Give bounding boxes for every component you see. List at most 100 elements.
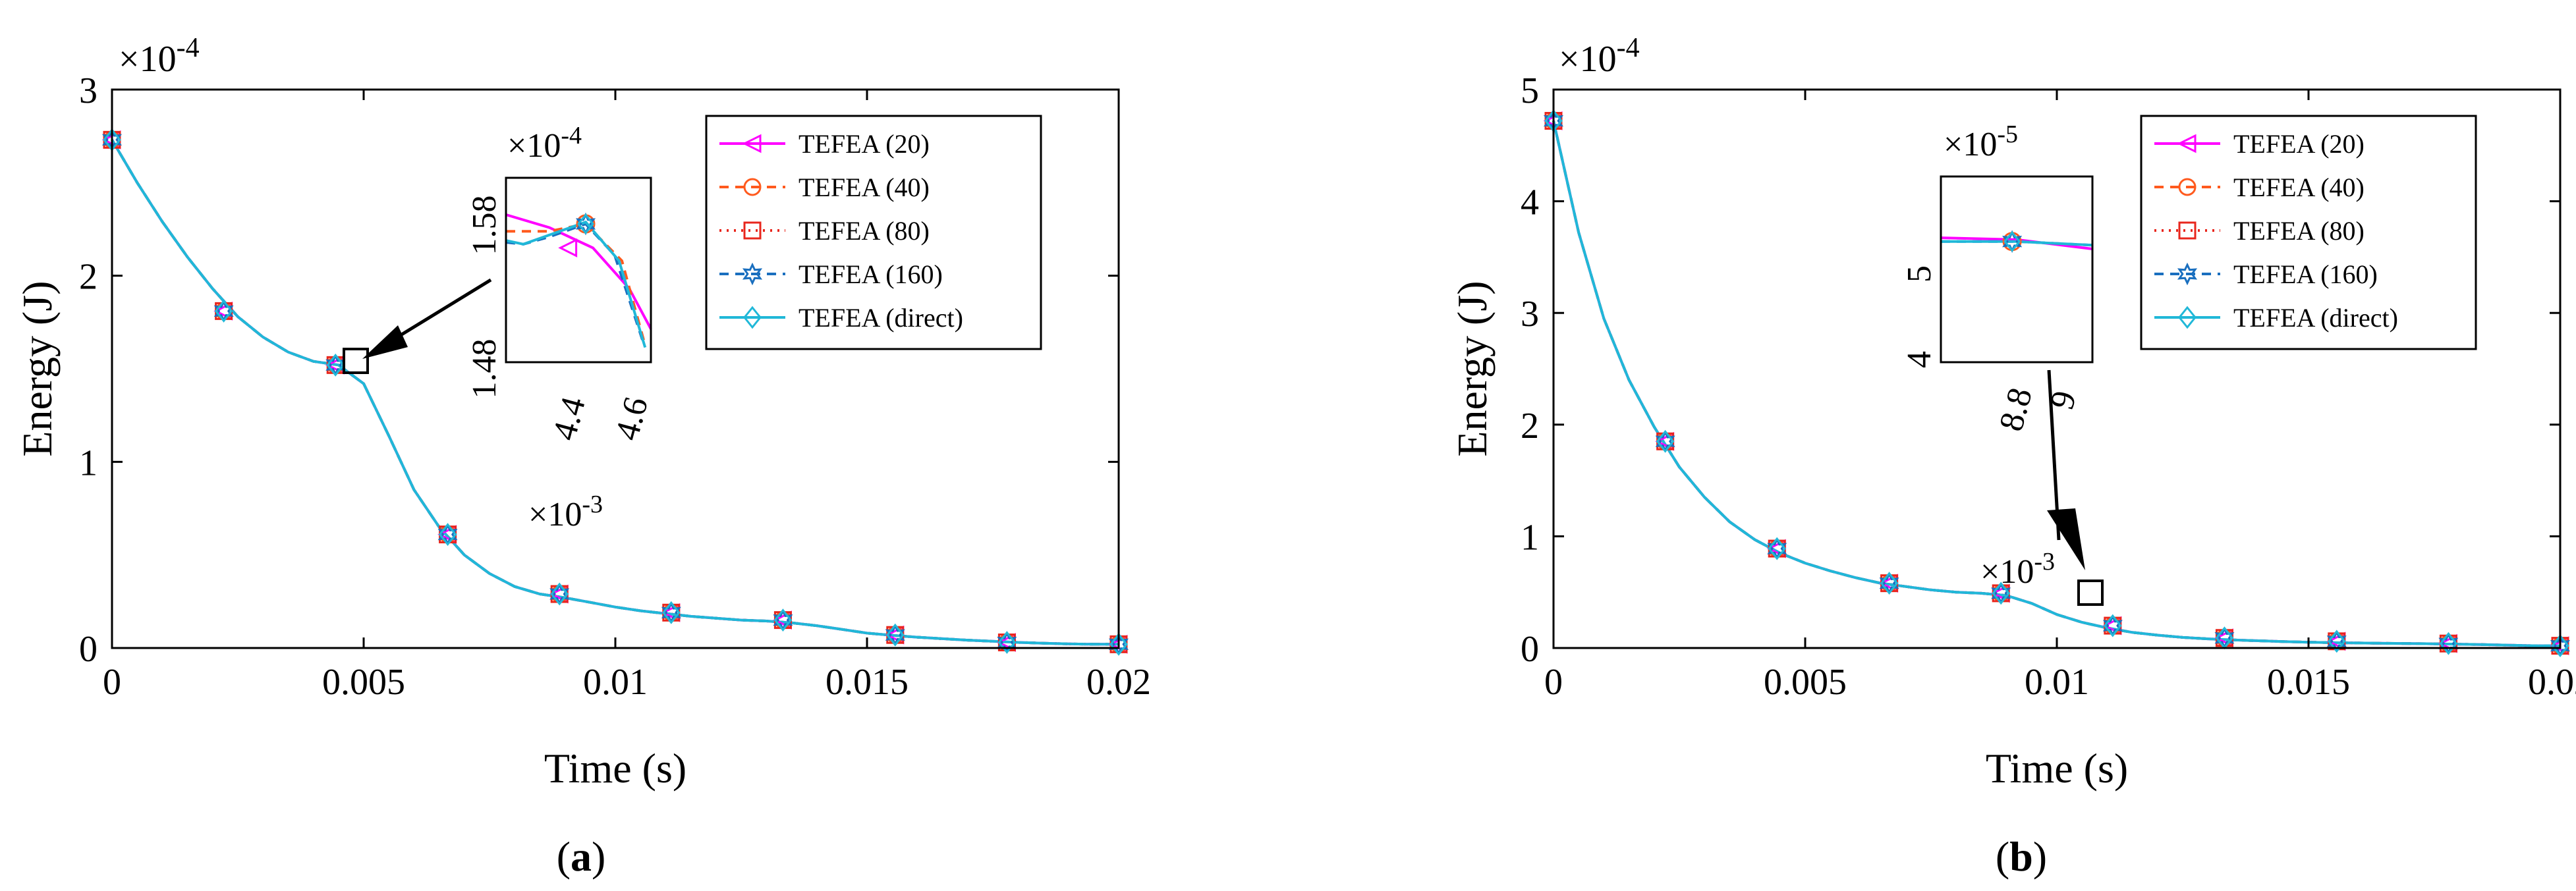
chart-b-legend-marker-3 <box>2177 262 2198 286</box>
chart-b-inset-ytick-top: 5 <box>1901 265 1938 283</box>
chart-b-point-4-9 <box>2551 634 2569 658</box>
chart-b-legend-box <box>2140 115 2477 350</box>
chart-a-inset-ytick-bottom: 1.48 <box>466 339 503 399</box>
chart-b-inset-xtick-1: 8.8 <box>1992 384 2040 435</box>
chart-b-ytick-label: 1 <box>1521 517 1539 558</box>
chart-b-inset-frame <box>1940 175 2094 364</box>
chart-a-legend-marker-3 <box>742 262 763 286</box>
chart-b-legend-marker-2 <box>2178 221 2197 240</box>
chart-a-ytick-label: 1 <box>79 443 98 483</box>
chart-b-y-exponent: ×10-4 <box>1559 33 1640 80</box>
caption-b: (b) <box>1996 833 2047 880</box>
chart-b-point-4-1 <box>1656 429 1675 453</box>
chart-a-legend-label-4: TEFEA (direct) <box>798 303 963 333</box>
chart-b: 0 0.005 0.01 0.015 0.02 0 1 2 3 4 5 ×10-4 Energy (… <box>1449 33 2576 880</box>
chart-b-legend-marker-1 <box>2178 178 2197 196</box>
chart-a-xtick-label: 0 <box>103 662 121 703</box>
chart-b-axes-frame <box>1552 88 2562 649</box>
chart-a-legend-box <box>705 115 1042 350</box>
chart-a-zoom-arrow <box>387 278 492 344</box>
chart-a-xtick-label: 0.01 <box>583 662 648 703</box>
chart-a-legend-marker-2 <box>743 221 762 240</box>
chart-a-zoom-box <box>343 348 369 374</box>
chart-a-point-4-4 <box>550 582 569 606</box>
chart-b-inset-curves <box>1940 230 2093 254</box>
chart-b-legend-label-2: TEFEA (80) <box>2233 216 2365 246</box>
chart-b-ytick-label: 5 <box>1521 70 1539 111</box>
chart-b-point-4-7 <box>2327 630 2346 653</box>
chart-b-inset-marker-4 <box>2003 230 2021 252</box>
chart-a-legend-label-1: TEFEA (40) <box>798 173 930 202</box>
chart-b-ytick-label: 0 <box>1521 629 1539 670</box>
chart-a-ytick-label: 3 <box>79 70 98 111</box>
chart-a-inset-curves <box>505 212 652 348</box>
chart-a-inset-marker-0 <box>558 238 578 257</box>
chart-a-xlabel: Time (s) <box>544 745 686 792</box>
chart-b-xtick-label: 0.015 <box>2267 662 2350 703</box>
chart-a-ylabel: Energy (J) <box>14 281 61 456</box>
chart-a-inset-xtick-2: 4.6 <box>608 393 656 445</box>
chart-b-point-4-3 <box>1880 572 1899 595</box>
chart-b-legend: TEFEA (20) TEFEA (40) TEFEA (80) TEFEA (160… <box>2140 115 2477 350</box>
chart-b-xtick-label: 0.01 <box>2025 662 2089 703</box>
chart-b-legend-marker-4 <box>2178 306 2197 329</box>
chart-a-inset-x-exponent: ×10-3 <box>528 491 603 533</box>
chart-b-legend-label-0: TEFEA (20) <box>2233 129 2365 159</box>
chart-b-inset-x-exponent: ×10-3 <box>1980 548 2055 591</box>
chart-b-ticks: 0 0.005 0.01 0.015 0.02 0 1 2 3 4 5 <box>1521 70 2576 703</box>
chart-a-legend-marker-4 <box>743 306 762 329</box>
chart-b-xlabel: Time (s) <box>1986 745 2128 792</box>
chart-a-axes-frame <box>111 88 1120 649</box>
chart-b-inset: ×10-5 5 4 8.8 9 ×10-3 <box>1901 121 2094 591</box>
chart-a-inset-line-0 <box>505 213 652 330</box>
chart-b-xtick-label: 0 <box>1544 662 1563 703</box>
chart-b-legend-label-1: TEFEA (40) <box>2233 173 2365 202</box>
chart-a: 0 0.005 0.01 0.015 0.02 0 1 2 3 ×10-4 Energy (J)… <box>14 33 1151 880</box>
chart-a-point-4-3 <box>438 523 457 546</box>
chart-a-inset-frame <box>505 176 652 364</box>
chart-b-curves <box>1552 121 2560 647</box>
chart-a-point-4-9 <box>1109 632 1128 656</box>
chart-b-zoom-box <box>2077 580 2104 606</box>
chart-a-y-exponent: ×10-4 <box>119 33 200 80</box>
caption-a: (a) <box>557 833 606 880</box>
chart-a-legend-marker-1 <box>743 178 762 196</box>
chart-a-ytick-label: 2 <box>79 257 98 298</box>
chart-b-point-4-5 <box>2103 614 2122 637</box>
chart-a-inset-line-3 <box>505 222 645 344</box>
chart-a-legend-label-0: TEFEA (20) <box>798 129 930 159</box>
chart-a-inset-y-exponent: ×10-4 <box>507 122 582 165</box>
chart-a-xtick-label: 0.015 <box>826 662 909 703</box>
chart-b-point-4-8 <box>2439 632 2458 655</box>
chart-a-point-4-5 <box>661 601 681 624</box>
chart-b-ytick-label: 3 <box>1521 294 1539 335</box>
chart-a-ticks: 0 0.005 0.01 0.015 0.02 0 1 2 3 <box>79 70 1151 703</box>
chart-b-xtick-label: 0.02 <box>2528 662 2576 703</box>
chart-a-legend: TEFEA (20) TEFEA (40) TEFEA (80) TEFEA (160… <box>705 115 1042 350</box>
chart-a-point-4-6 <box>773 608 793 632</box>
chart-b-ytick-label: 2 <box>1521 406 1539 446</box>
chart-a-point-4-7 <box>885 623 905 647</box>
chart-a-xtick-label: 0.02 <box>1086 662 1151 703</box>
chart-b-markers <box>1543 109 2571 658</box>
chart-b-inset-y-exponent: ×10-5 <box>1944 121 2018 163</box>
chart-b-ylabel: Energy (J) <box>1449 281 1496 456</box>
chart-b-legend-label-4: TEFEA (direct) <box>2233 303 2398 333</box>
chart-b-point-4-4 <box>1992 581 2011 605</box>
chart-a-point-4-1 <box>214 299 233 323</box>
chart-a-point-4-2 <box>326 353 345 377</box>
chart-b-series-line-4 <box>1552 121 2560 647</box>
chart-a-point-4-8 <box>997 631 1017 654</box>
chart-a-ytick-label: 0 <box>79 629 98 670</box>
chart-a-inset-marker-4 <box>577 213 594 235</box>
chart-a-inset-line-4 <box>505 220 647 348</box>
chart-b-inset-ytick-bottom: 4 <box>1901 351 1938 368</box>
chart-b-xtick-label: 0.005 <box>1764 662 1847 703</box>
chart-b-zoom-arrowhead <box>2047 508 2085 570</box>
chart-b-inset-xtick-2: 9 <box>2043 387 2084 414</box>
chart-a-zoom-arrowhead <box>362 325 408 359</box>
chart-b-ytick-label: 4 <box>1521 182 1539 223</box>
chart-a-inset-xtick-1: 4.4 <box>546 393 593 445</box>
chart-b-legend-label-3: TEFEA (160) <box>2233 259 2378 289</box>
